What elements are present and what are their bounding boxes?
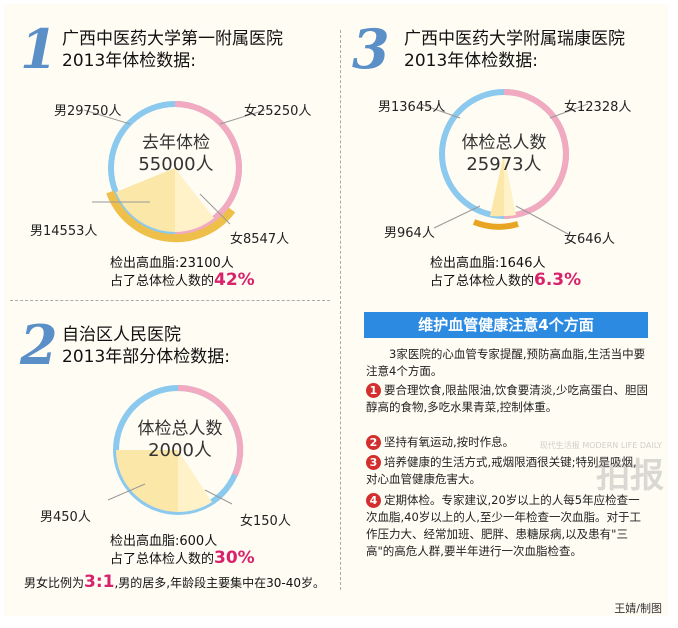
male-high-slice xyxy=(116,168,175,232)
stat-prefix: 占了总体检人数的 xyxy=(110,274,215,289)
panel-1-stat-line2: 占了总体检人数的42% xyxy=(110,270,255,290)
high-lipid-arc xyxy=(106,190,236,243)
infographic-frame xyxy=(4,4,668,616)
credit-line: 王婧/制图 xyxy=(614,602,662,615)
tip-item-2: 2 坚持有氧运动,按时作息。 xyxy=(366,434,648,451)
panel-3-stat-line2: 占了总体检人数的6.3% xyxy=(430,270,581,290)
tip-text: 要合理饮食,限盐限油,饮食要清淡,少吃高蛋白、胆固醇高的食物,多吃水果青菜,控制… xyxy=(366,383,648,414)
leader-line xyxy=(199,193,231,225)
leader-line xyxy=(83,109,131,125)
leader-line xyxy=(549,103,589,119)
panel-2-ring-chart xyxy=(107,384,244,515)
panel-2-stat-line2: 占了总体检人数的30% xyxy=(110,548,255,568)
panel-3-subtitle: 2013年体检数据: xyxy=(404,51,538,71)
panel-3-number: 3 xyxy=(352,17,390,81)
female-total-label: 女25250人 xyxy=(244,104,312,119)
panel-1-center-line2: 55000人 xyxy=(138,154,214,175)
vertical-divider xyxy=(340,30,341,590)
panel-3-ring-chart xyxy=(419,89,589,235)
female-high-label: 女8547人 xyxy=(230,232,290,247)
panel-2-title: 自治区人民医院 xyxy=(62,325,181,345)
panel-3-center-line2: 25973人 xyxy=(466,154,542,175)
tips-intro: 3家医院的心血管专家提醒,预防高血脂,生活当中要注意4个方面。 xyxy=(366,347,646,378)
gender-ratio-note: 男女比例为3:1,男的居多,年龄段主要集中在30-40岁。 xyxy=(24,572,325,592)
tip-number: 3 xyxy=(366,455,381,470)
leader-line xyxy=(515,205,569,235)
leader-line xyxy=(204,489,233,505)
panel-2-number: 2 xyxy=(20,313,58,377)
male-high-label: 男450人 xyxy=(40,510,91,525)
stat-prefix: 占了总体检人数的 xyxy=(430,274,535,289)
female-high-label: 女150人 xyxy=(240,514,291,529)
female-high-label: 女646人 xyxy=(564,232,615,247)
leader-line xyxy=(419,103,461,119)
horizontal-divider xyxy=(10,300,330,301)
female-total-label: 女12328人 xyxy=(564,100,632,115)
stat-percent: 6.3% xyxy=(534,270,582,290)
male-total-label: 男13645人 xyxy=(378,100,446,115)
high-lipid-arc xyxy=(472,219,519,230)
tip-item-1: 1 要合理饮食,限盐限油,饮食要清淡,少吃高蛋白、胆固醇高的食物,多吃水果青菜,控… xyxy=(366,382,648,416)
panel-1-subtitle: 2013年体检数据: xyxy=(62,51,196,71)
female-high-slice xyxy=(178,450,212,513)
panel-1-title: 广西中医药大学第一附属医院 xyxy=(62,29,283,49)
panel-2-center-line1: 体检总人数 xyxy=(137,419,223,439)
ratio-value: 3:1 xyxy=(84,572,115,592)
male-total-label: 男29750人 xyxy=(54,104,122,119)
female-ring-arc xyxy=(177,384,244,477)
panel-2-stat-line1: 检出高血脂:600人 xyxy=(110,534,218,549)
male-high-slice xyxy=(490,154,504,217)
watermark: 拍报 xyxy=(596,456,664,496)
tip-item-4: 4 定期体检。专家建议,20岁以上的人每5年应检查一次血脂,40岁以上的人,至少一… xyxy=(366,492,648,560)
tip-item-3: 3 培养健康的生活方式,戒烟限酒很关键;特别是吸烟,对心血管健康危害大。 xyxy=(366,454,648,488)
panel-2-subtitle: 2013年部分体检数据: xyxy=(62,347,230,367)
panel-2-center-line2: 2000人 xyxy=(148,440,212,461)
male-high-slice xyxy=(116,450,178,512)
female-high-slice xyxy=(175,168,214,232)
watermark-caption: 现代生活报 MODERN LIFE DAILY xyxy=(539,441,662,450)
tip-number: 4 xyxy=(366,493,381,508)
female-ring-arc xyxy=(174,101,242,235)
ratio-suffix: ,男的居多,年龄段主要集中在30-40岁。 xyxy=(114,576,325,590)
panel-3-title: 广西中医药大学附属瑞康医院 xyxy=(404,29,625,49)
stat-percent: 30% xyxy=(214,548,255,568)
female-ring-arc xyxy=(503,89,569,219)
male-high-label: 男14553人 xyxy=(30,224,98,239)
female-high-slice xyxy=(504,154,516,217)
panel-3-stat-line1: 检出高血脂:1646人 xyxy=(430,256,546,271)
tip-text: 培养健康的生活方式,戒烟限酒很关键;特别是吸烟,对心血管健康危害大。 xyxy=(366,455,637,486)
panel-1-center-line1: 去年体检 xyxy=(142,133,210,153)
panel-3-center-line1: 体检总人数 xyxy=(461,133,547,153)
tips-banner: 维护血管健康注意4个方面 xyxy=(364,312,648,338)
stat-prefix: 占了总体检人数的 xyxy=(110,552,215,567)
tip-number: 2 xyxy=(366,435,381,450)
stat-percent: 42% xyxy=(214,270,255,290)
male-high-label: 男964人 xyxy=(384,226,435,241)
panel-1-number: 1 xyxy=(20,17,58,81)
ratio-prefix: 男女比例为 xyxy=(24,576,85,590)
tip-text: 坚持有氧运动,按时作息。 xyxy=(384,435,515,449)
tip-text: 定期体检。专家建议,20岁以上的人每5年应检查一次血脂,40岁以上的人,至少一年… xyxy=(366,493,641,558)
tip-number: 1 xyxy=(366,383,381,398)
panel-1-stat-line1: 检出高血脂:23100人 xyxy=(110,256,234,271)
leader-line xyxy=(433,205,481,229)
panel-1-ring-chart xyxy=(83,101,266,243)
leader-line xyxy=(219,109,266,125)
leader-line xyxy=(107,483,146,501)
